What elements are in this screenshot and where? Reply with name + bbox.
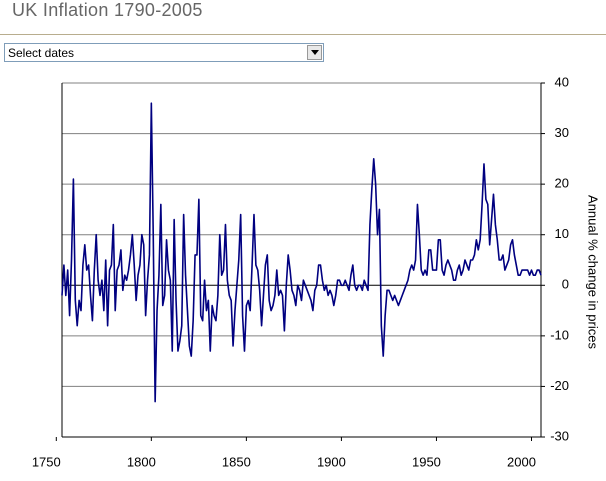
x-tick-label: 1850 bbox=[222, 454, 251, 469]
x-tick-label: 1950 bbox=[412, 454, 441, 469]
y-tick-label: 0 bbox=[562, 277, 569, 292]
divider bbox=[0, 34, 606, 35]
y-tick-label: 20 bbox=[555, 176, 569, 191]
y-tick-label: -10 bbox=[550, 327, 569, 342]
y-tick-label: 40 bbox=[555, 74, 569, 89]
page-title: UK Inflation 1790-2005 bbox=[12, 0, 203, 20]
y-axis-label: Annual % change in prices bbox=[586, 195, 601, 349]
y-tick-label: -20 bbox=[550, 378, 569, 393]
date-select[interactable]: Select dates bbox=[4, 43, 324, 62]
x-tick-label: 2000 bbox=[507, 454, 536, 469]
y-tick-label: 30 bbox=[555, 125, 569, 140]
data-line bbox=[61, 102, 542, 403]
y-tick-label: 10 bbox=[555, 226, 569, 241]
select-label[interactable]: Select dates bbox=[8, 46, 75, 60]
y-tick-label: -30 bbox=[550, 428, 569, 443]
x-tick-label: 1750 bbox=[32, 454, 61, 469]
x-tick-label: 1800 bbox=[127, 454, 156, 469]
x-tick-label: 1900 bbox=[317, 454, 346, 469]
select-button[interactable] bbox=[307, 45, 322, 60]
